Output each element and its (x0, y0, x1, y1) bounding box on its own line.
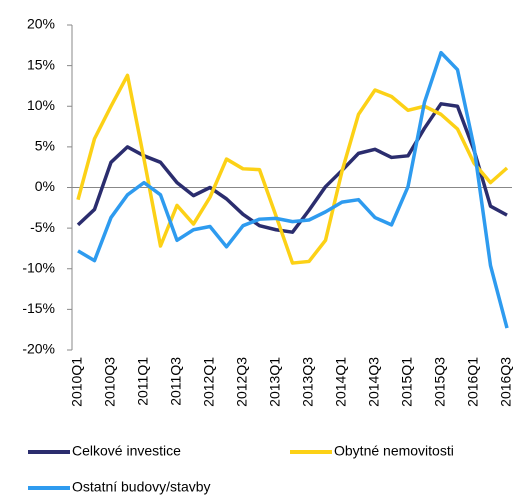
x-tick-label: 2014Q3 (366, 357, 382, 407)
x-tick-label: 2014Q1 (333, 357, 349, 407)
y-tick-label: -10% (22, 259, 55, 275)
y-tick-label: 0% (35, 178, 55, 194)
legend-label: Celkové investice (72, 443, 181, 459)
x-tick-label: 2011Q1 (135, 357, 151, 406)
x-tick-label: 2013Q3 (300, 357, 316, 407)
x-tick-label: 2010Q1 (69, 357, 85, 407)
x-tick-label: 2016Q1 (465, 357, 481, 407)
x-tick-label: 2015Q3 (432, 357, 448, 407)
x-tick-label: 2015Q1 (399, 357, 415, 407)
legend-label: Ostatní budovy/stavby (72, 479, 211, 495)
x-tick-label: 2012Q3 (234, 357, 250, 407)
y-tick-label: -15% (22, 300, 55, 316)
legend-label: Obytné nemovitosti (334, 443, 454, 459)
series-line (76, 102, 508, 234)
y-tick-label: -5% (30, 219, 55, 235)
y-tick-label: 20% (27, 16, 55, 32)
x-tick-label: 2016Q3 (498, 357, 514, 407)
series-line (77, 50, 509, 329)
x-tick-label: 2011Q3 (168, 357, 184, 406)
x-tick-label: 2013Q1 (267, 357, 283, 407)
x-tick-label: 2010Q3 (102, 357, 118, 407)
y-tick-label: 5% (35, 138, 55, 154)
y-tick-label: -20% (22, 341, 55, 357)
x-tick-label: 2012Q1 (201, 357, 217, 407)
y-tick-label: 15% (27, 56, 55, 72)
y-tick-label: 10% (27, 97, 55, 113)
